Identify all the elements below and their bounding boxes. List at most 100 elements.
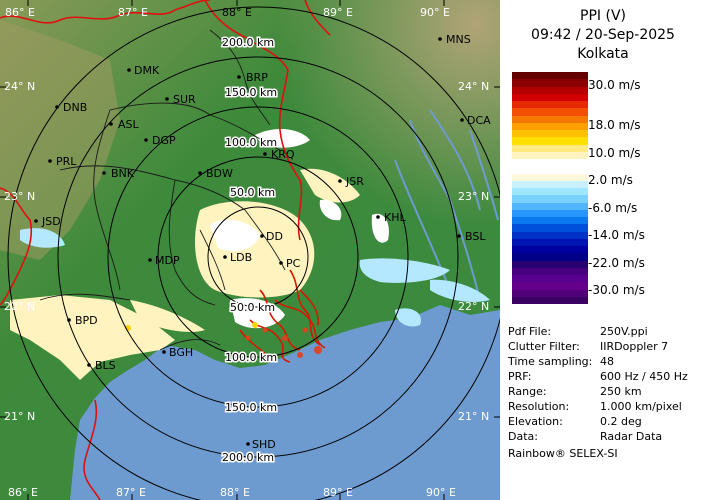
info-row: Pdf File: 250V.ppi (508, 325, 648, 338)
lat-label-right: 24° N (458, 80, 489, 93)
info-row: Data: Radar Data (508, 430, 663, 443)
station-labels: MNS DMK BRP DNB SUR DCA ASL DGP KRQ PRL … (41, 33, 491, 451)
legend-swatch (512, 289, 588, 297)
legend-swatch (512, 296, 588, 304)
range-label-100-north: 100.0 km (225, 136, 277, 149)
legend-swatch (512, 144, 588, 152)
range-rings (7, 6, 500, 500)
legend-swatch (512, 209, 588, 217)
lon-label-top: 88° E (222, 6, 252, 19)
legend-tick-label: 10.0 m/s (588, 146, 641, 160)
lon-label-top: 89° E (323, 6, 353, 19)
station-label-prl: PRL (56, 155, 77, 168)
station-label-dca: DCA (467, 114, 491, 127)
range-label-200-south: 200.0 km (222, 451, 274, 464)
station-label-bsl: BSL (465, 230, 486, 243)
range-label-50-south: 50.0 km (230, 301, 275, 314)
lon-label-bottom: 90° E (426, 486, 456, 499)
legend-swatch (512, 159, 588, 167)
legend-swatch (512, 115, 588, 123)
legend-tick-label: 30.0 m/s (588, 78, 641, 92)
lat-label-left: 23° N (4, 190, 35, 203)
station-label-mdp: MDP (155, 254, 180, 267)
station-label-shd: SHD (252, 438, 276, 451)
info-panel: PPI (V) 09:42 / 20-Sep-2025 Kolkata 30.0… (500, 0, 706, 500)
range-label-50-north: 50.0 km (230, 186, 275, 199)
legend-swatch (512, 253, 588, 261)
station-label-dd: DD (266, 230, 283, 243)
legend-swatch (512, 238, 588, 246)
legend-swatch (512, 267, 588, 275)
lon-label-top: 87° E (118, 6, 148, 19)
legend-swatch (512, 180, 588, 188)
station-label-asl: ASL (118, 118, 140, 131)
legend-tick-label: -6.0 m/s (588, 201, 638, 215)
legend-swatch (512, 137, 588, 145)
lon-label-bottom: 86° E (8, 486, 38, 499)
lat-label-left: 24° N (4, 80, 35, 93)
district-boundaries (39, 29, 286, 351)
station-label-sur: SUR (173, 93, 196, 106)
credit-label: Rainbow® SELEX-SI (508, 447, 618, 460)
lon-label-bottom: 87° E (116, 486, 146, 499)
station-label-dmk: DMK (134, 64, 160, 77)
legend-swatch (512, 130, 588, 138)
product-title: PPI (V) (580, 8, 626, 24)
radar-map[interactable]: 86° E 87° E 88° E 89° E 90° E 86° E 87° … (0, 0, 500, 500)
legend-swatch (512, 202, 588, 210)
echo-receding (239, 269, 326, 363)
lon-label-top: 90° E (420, 6, 450, 19)
map-canvas: 86° E 87° E 88° E 89° E 90° E 86° E 87° … (0, 0, 500, 500)
info-row: PRF: 600 Hz / 450 Hz (508, 370, 688, 383)
velocity-legend (512, 72, 588, 304)
lon-label-bottom: 88° E (220, 486, 250, 499)
station-label-jsd: JSD (41, 215, 61, 228)
legend-swatch (512, 195, 588, 203)
station-label-bpd: BPD (75, 314, 98, 327)
legend-swatch (512, 79, 588, 87)
station-label-krq: KRQ (271, 148, 295, 161)
legend-swatch (512, 231, 588, 239)
station-label-bls: BLS (95, 359, 116, 372)
legend-tick-label: -22.0 m/s (588, 256, 645, 270)
legend-swatch (512, 72, 588, 80)
lat-label-right: 22° N (458, 300, 489, 313)
station-label-dgp: DGP (152, 134, 176, 147)
info-row: Range: 250 km (508, 385, 642, 398)
lat-label-right: 21° N (458, 410, 489, 423)
legend-swatch (512, 101, 588, 109)
lat-label-right: 23° N (458, 190, 489, 203)
station-label-bnk: BNK (111, 167, 135, 180)
info-row: Elevation: 0.2 deg (508, 415, 642, 428)
graticule-ticks (0, 0, 500, 500)
legend-swatch (512, 173, 588, 181)
legend-swatch (512, 122, 588, 130)
station-label-mns: MNS (446, 33, 471, 46)
legend-swatch (512, 86, 588, 94)
legend-swatch (512, 246, 588, 254)
datetime-label: 09:42 / 20-Sep-2025 (531, 27, 675, 43)
station-label-bdw: BDW (206, 167, 233, 180)
legend-swatch (512, 275, 588, 283)
info-row: Clutter Filter: IIRDoppler 7 (508, 340, 669, 353)
info-row: Resolution: 1.000 km/pixel (508, 400, 682, 413)
legend-swatch (512, 151, 588, 159)
lon-label-top: 86° E (5, 6, 35, 19)
station-label-jsr: JSR (345, 175, 364, 188)
legend-swatch (512, 282, 588, 290)
lat-label-left: 22° N (4, 300, 35, 313)
echo-receding-fill (245, 327, 322, 358)
legend-tick-label: -14.0 m/s (588, 228, 645, 242)
info-row: Time sampling: 48 (508, 355, 614, 368)
lat-label-left: 21° N (4, 410, 35, 423)
range-label-150-north: 150.0 km (225, 86, 277, 99)
legend-tick-label: 18.0 m/s (588, 118, 641, 132)
lon-label-bottom: 89° E (323, 486, 353, 499)
station-label-brp: BRP (246, 71, 268, 84)
legend-swatch (512, 188, 588, 196)
range-label-200-north: 200.0 km (222, 36, 274, 49)
legend-swatch (512, 93, 588, 101)
echo-approaching (20, 228, 490, 327)
station-label-ldb: LDB (230, 251, 252, 264)
